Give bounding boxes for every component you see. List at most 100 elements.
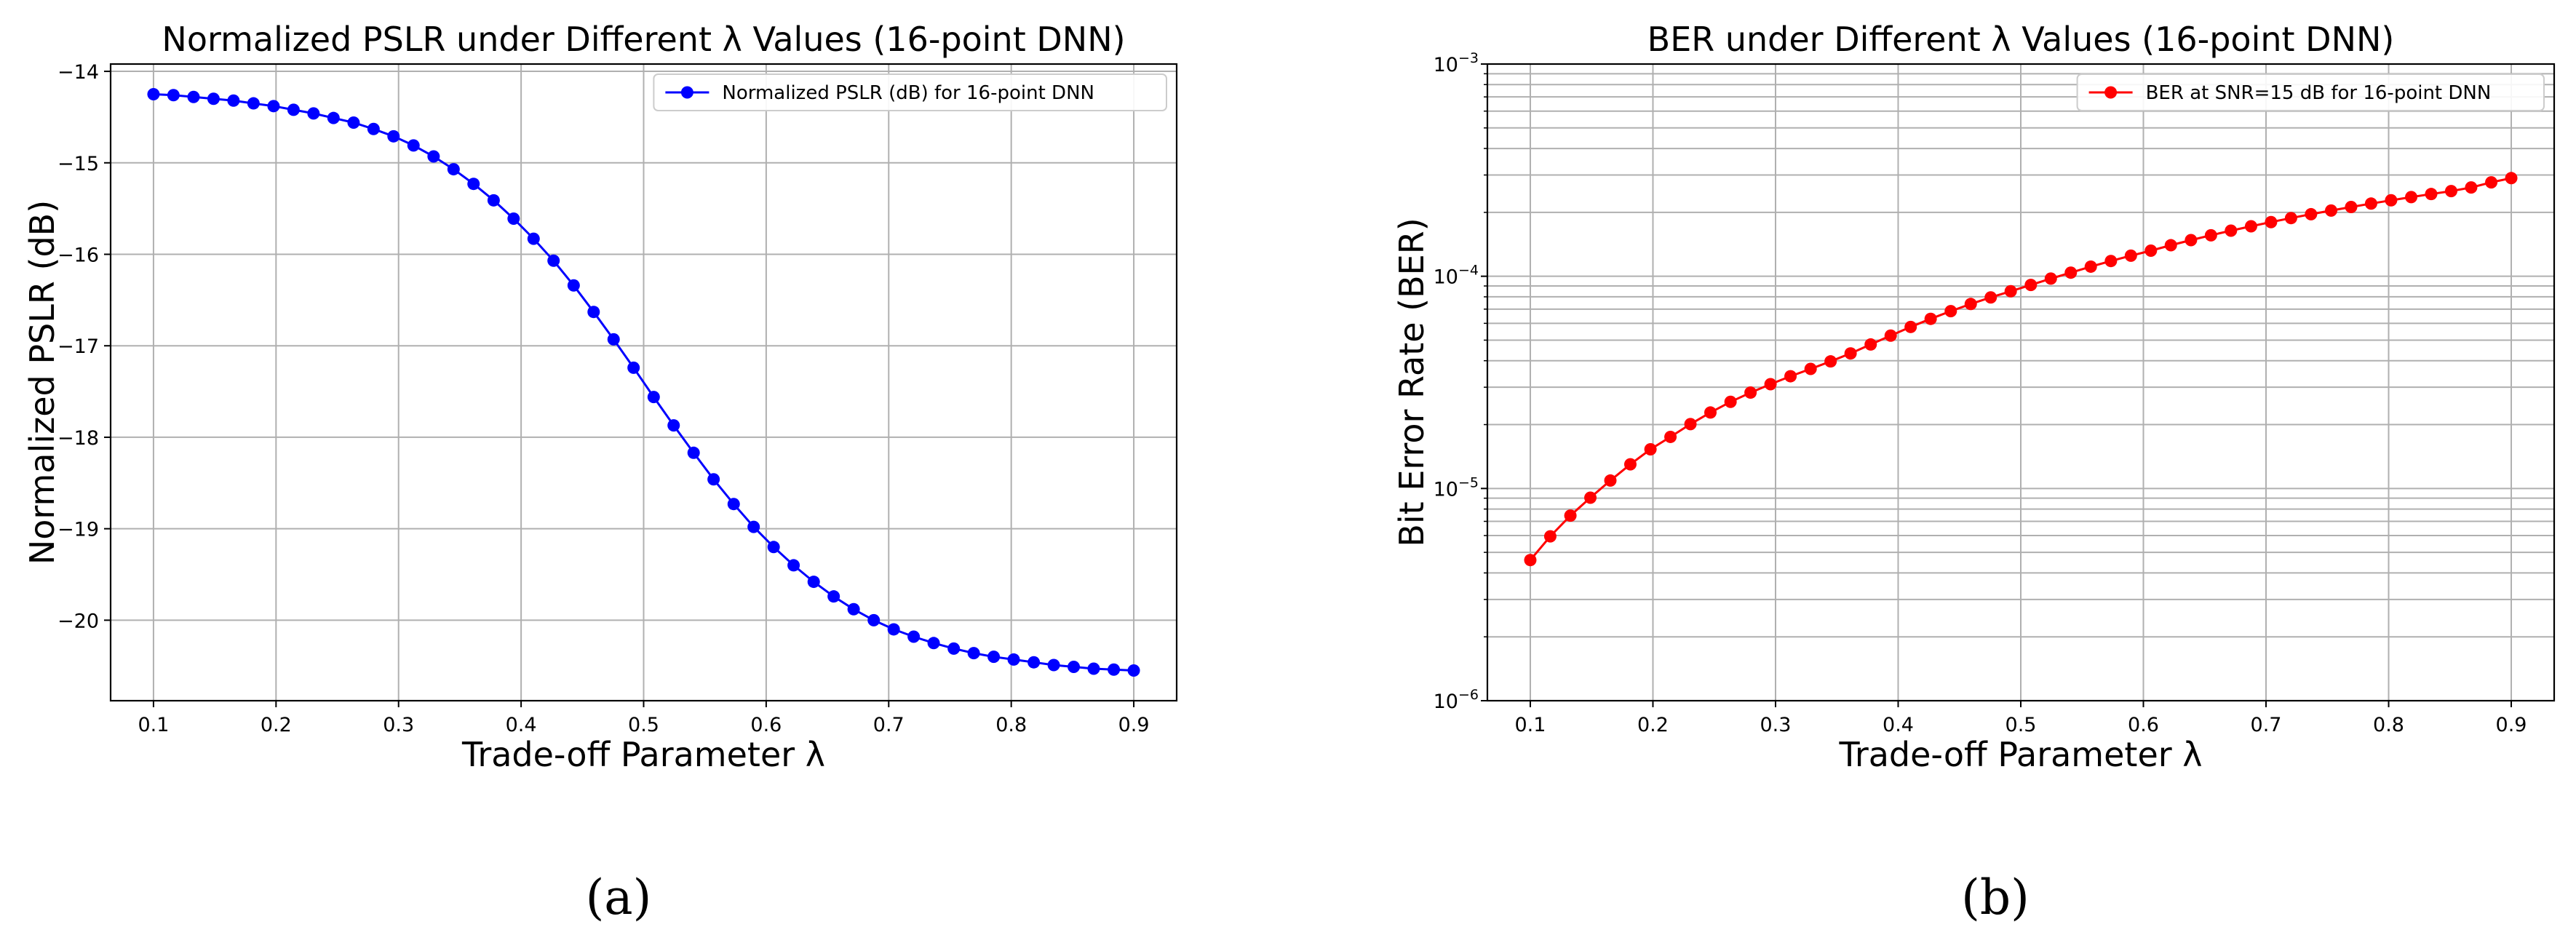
data-point: [507, 212, 520, 225]
y-tick-label: −18: [57, 427, 99, 450]
data-point: [847, 602, 860, 616]
data-point: [1127, 664, 1140, 677]
x-tick-label: 0.7: [873, 714, 905, 736]
y-tick-label: −15: [57, 153, 99, 175]
data-point: [2324, 204, 2337, 217]
data-point: [907, 630, 921, 643]
y-tick-label: −20: [57, 610, 99, 632]
data-point: [1964, 298, 1977, 311]
data-point: [1007, 653, 1020, 666]
panel-a: 0.1 0.2 0.3 0.4 0.5 0.6 0.7 0.8 0.9 −14 −15 −16 −17 −…: [23, 20, 1178, 774]
x-tick-label: 0.4: [1883, 714, 1914, 736]
data-point: [1884, 329, 1897, 342]
data-point: [2465, 181, 2478, 194]
data-point: [2104, 255, 2118, 268]
data-point: [2225, 224, 2238, 237]
data-point: [1904, 320, 1917, 333]
x-tick-label: 0.8: [995, 714, 1027, 736]
data-point: [987, 650, 1001, 664]
data-point: [1604, 474, 1617, 487]
data-point: [827, 590, 840, 603]
x-tick-label: 0.8: [2373, 714, 2404, 736]
data-point: [547, 254, 560, 267]
data-point: [1704, 406, 1717, 419]
data-point: [1804, 362, 1817, 375]
data-point: [707, 473, 720, 486]
y-tick-label: 10−6: [1434, 687, 1479, 713]
data-point: [2144, 244, 2158, 257]
data-point: [247, 97, 260, 110]
data-point: [1844, 347, 1857, 360]
data-point: [2244, 220, 2257, 233]
data-point: [2385, 194, 2398, 207]
data-point: [2084, 260, 2097, 273]
data-point: [167, 89, 180, 102]
legend-label: BER at SNR=15 dB for 16-point DNN: [2146, 82, 2492, 104]
x-tick-label: 0.5: [2005, 714, 2037, 736]
data-point: [1984, 291, 1997, 304]
data-point: [307, 107, 320, 120]
data-point: [267, 100, 280, 113]
data-point: [227, 94, 240, 107]
data-point: [1784, 370, 1797, 383]
data-point: [587, 306, 600, 319]
data-point: [467, 178, 480, 191]
x-tick-label: 0.7: [2251, 714, 2282, 736]
data-point: [1047, 658, 1060, 672]
data-point: [147, 87, 160, 100]
data-point: [1924, 312, 1937, 325]
data-point: [1724, 395, 1737, 408]
data-point: [1824, 355, 1837, 368]
data-point: [207, 92, 220, 106]
y-tick-label: −14: [57, 61, 99, 84]
data-point: [867, 613, 880, 626]
data-point: [2124, 249, 2137, 262]
data-point: [2185, 234, 2198, 247]
data-point: [2044, 272, 2057, 285]
x-tick-label: 0.2: [1637, 714, 1669, 736]
panel-b: 0.1 0.2 0.3 0.4 0.5 0.6 0.7 0.8 0.9 10−3 10−4 10−5 1…: [1392, 20, 2556, 774]
data-point: [1684, 418, 1697, 431]
data-point: [2204, 228, 2217, 242]
data-point: [1644, 442, 1657, 455]
data-point: [347, 116, 360, 129]
y-tick-label: −17: [57, 335, 99, 358]
plot-frame-a: [109, 63, 1178, 702]
data-point: [447, 163, 460, 176]
data-point: [967, 647, 980, 660]
legend-marker: [2104, 86, 2118, 99]
data-point: [2485, 176, 2498, 189]
data-point: [1764, 378, 1777, 391]
x-tick-label: 0.5: [628, 714, 659, 736]
data-point: [1564, 509, 1577, 522]
data-point: [2425, 188, 2438, 201]
data-point: [1524, 554, 1537, 567]
legend-box: [653, 73, 1167, 111]
data-point: [607, 333, 620, 346]
data-point: [727, 498, 740, 511]
data-point: [1543, 530, 1557, 543]
data-point: [567, 279, 580, 292]
data-point: [2265, 215, 2278, 228]
x-tick-label: 0.3: [1760, 714, 1792, 736]
x-tick-label: 0.9: [2496, 714, 2527, 736]
data-point: [767, 541, 780, 554]
chart-title-b: BER under Different λ Values (16-point D…: [1647, 20, 2395, 59]
chart-title-a: Normalized PSLR under Different λ Values…: [162, 20, 1125, 59]
data-point: [807, 576, 820, 589]
data-point: [2364, 197, 2377, 210]
x-axis-label-b: Trade-off Parameter λ: [1838, 735, 2202, 774]
data-point: [427, 150, 440, 163]
x-tick-label: 0.3: [383, 714, 414, 736]
data-point: [1664, 430, 1677, 443]
data-point: [2284, 212, 2297, 225]
plot-frame-b: [1486, 63, 2556, 702]
x-tick-label: 0.4: [506, 714, 537, 736]
x-tick-label: 0.9: [1118, 714, 1150, 736]
data-point: [1944, 305, 1957, 318]
legend-marker: [680, 86, 693, 99]
y-axis-label-b: Bit Error Rate (BER): [1392, 218, 1431, 546]
data-point: [2064, 266, 2078, 279]
data-point: [367, 122, 380, 135]
